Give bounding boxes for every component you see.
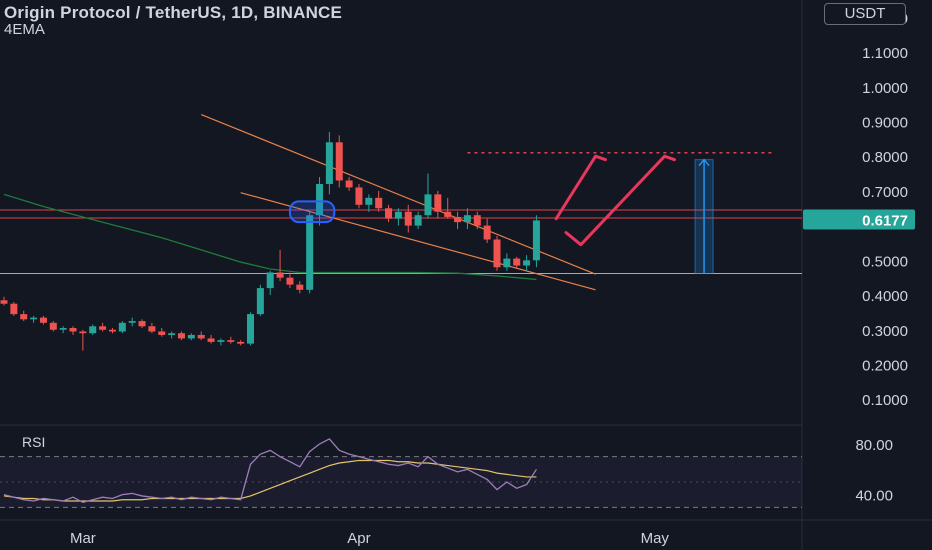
- candle-body: [177, 333, 185, 339]
- candle-body: [316, 183, 324, 216]
- candle-body: [69, 328, 77, 332]
- candle-body: [30, 317, 38, 320]
- last-price-tag: [803, 209, 915, 230]
- rsi-tick-label: 80.00: [855, 437, 893, 454]
- candle-body: [513, 258, 521, 266]
- candle-body: [394, 211, 402, 219]
- candle-body: [168, 333, 176, 335]
- ema-layer: [3, 193, 537, 281]
- candle-body: [325, 142, 333, 184]
- candle-body: [306, 215, 314, 290]
- candle-body: [237, 341, 245, 344]
- rsi-tick-label: 40.00: [855, 488, 893, 505]
- drawings-layer: [288, 154, 714, 275]
- trendline-0: [200, 113, 596, 275]
- candle-body: [89, 326, 97, 334]
- last-price-label: 0.6177: [862, 212, 908, 229]
- candle-body: [454, 216, 462, 223]
- price-tick-label: 1.0000: [862, 80, 908, 97]
- candle-body: [523, 260, 531, 266]
- candle-body: [118, 322, 126, 332]
- candle-body: [128, 321, 136, 323]
- ema-indicator-label[interactable]: 4EMA: [4, 21, 45, 38]
- currency-button[interactable]: USDT: [824, 3, 906, 25]
- rsi-line: [3, 438, 537, 503]
- price-axis-panel[interactable]: [802, 0, 932, 520]
- price-tick-label: 0.5000: [862, 253, 908, 270]
- candle-body: [256, 288, 264, 315]
- candle-body: [49, 322, 57, 330]
- candle-body: [39, 317, 47, 323]
- candle-body: [365, 197, 373, 205]
- candle-body: [375, 197, 383, 209]
- price-tick-label: 1.1000: [862, 45, 908, 62]
- time-tick-label: Apr: [347, 530, 370, 547]
- candle-body: [187, 334, 195, 339]
- candle-body: [247, 314, 254, 344]
- time-tick-label: Mar: [70, 530, 96, 547]
- candle-body: [148, 326, 156, 332]
- candle-body: [296, 284, 304, 290]
- axis-layer: 1.20001.10001.00000.90000.80000.70000.50…: [70, 10, 915, 547]
- candle-body: [532, 220, 540, 261]
- ema-line: [3, 193, 537, 281]
- candle-body: [345, 180, 353, 188]
- projection-arrow-0: [554, 154, 607, 221]
- price-tick-label: 0.2000: [862, 357, 908, 374]
- price-tick-label: 0.9000: [862, 114, 908, 131]
- candle-body: [463, 215, 471, 223]
- candle-body: [59, 328, 67, 330]
- candle-body: [99, 326, 107, 330]
- trendline-1: [240, 192, 596, 291]
- candle-body: [355, 187, 363, 205]
- candle-body: [473, 215, 481, 226]
- candle-body: [108, 329, 116, 332]
- candle-body: [335, 142, 343, 181]
- candle-body: [20, 314, 28, 320]
- candle-body: [227, 340, 235, 342]
- price-tick-label: 0.7000: [862, 184, 908, 201]
- rsi-ma-line: [3, 459, 537, 502]
- candle-body: [217, 340, 225, 342]
- candle-body: [434, 194, 442, 212]
- candle-body: [483, 225, 491, 240]
- candle-body: [385, 208, 393, 219]
- candle-body: [503, 258, 511, 268]
- candle-body: [286, 277, 294, 285]
- price-tick-label: 0.8000: [862, 149, 908, 166]
- price-tick-label: 0.1000: [862, 392, 908, 409]
- candle-body: [444, 211, 452, 217]
- time-tick-label: May: [641, 530, 670, 547]
- candles-layer: [0, 131, 540, 351]
- candle-body: [266, 272, 274, 289]
- projection-arrow-1: [564, 154, 676, 247]
- price-tick-label: 0.4000: [862, 288, 908, 305]
- candle-body: [197, 334, 205, 339]
- candle-body: [414, 215, 422, 226]
- rsi-indicator-label[interactable]: RSI: [22, 434, 46, 450]
- candle-body: [0, 300, 8, 304]
- candle-body: [424, 194, 432, 216]
- candle-body: [493, 239, 501, 268]
- candle-body: [404, 211, 412, 226]
- highlight-box: [288, 200, 336, 224]
- chart-title[interactable]: Origin Protocol / TetherUS, 1D, BINANCE: [4, 3, 343, 22]
- candle-body: [138, 321, 146, 327]
- rsi-layer: [3, 438, 537, 503]
- candle-body: [79, 331, 87, 334]
- trendline-layer: [200, 113, 596, 291]
- candle-body: [10, 303, 18, 315]
- candle-body: [158, 331, 166, 335]
- measure-bar-arrowhead: [698, 158, 710, 167]
- candle-body: [276, 272, 284, 278]
- candle-body: [207, 338, 215, 342]
- price-tick-label: 0.3000: [862, 323, 908, 340]
